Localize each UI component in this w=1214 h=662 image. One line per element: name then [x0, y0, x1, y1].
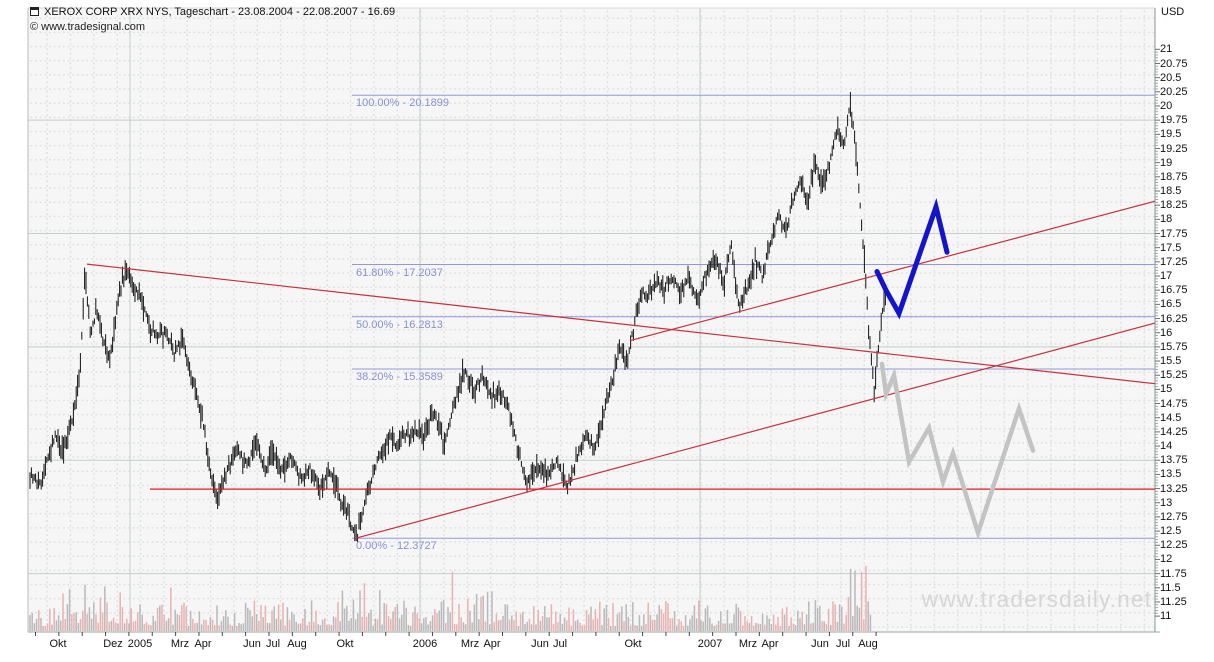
fib-label: 38.20% - 15.3589 — [356, 371, 443, 383]
trendline-channel-lower — [354, 322, 1156, 540]
y-axis-label: 17.25 — [1160, 255, 1188, 268]
y-axis-label: 12.25 — [1160, 539, 1188, 552]
window-icon — [30, 7, 39, 16]
y-axis-label: 18.5 — [1160, 185, 1182, 197]
y-axis-label: 19.75 — [1160, 114, 1188, 127]
x-axis-label: Okt — [49, 638, 67, 650]
y-axis-label: 17 — [1160, 270, 1173, 282]
fib-label: 0.00% - 12.3727 — [356, 540, 437, 553]
x-axis-label: 2005 — [127, 638, 153, 650]
trendline-down-resistance — [86, 263, 1156, 385]
y-axis-label: 12 — [1160, 553, 1173, 566]
x-axis-label: Okt — [336, 638, 354, 650]
y-axis-label: 11.5 — [1160, 581, 1181, 594]
chart-title: XEROX CORP XRX NYS, Tageschart - 23.08.2… — [44, 6, 396, 18]
x-axis-label: Jul — [552, 638, 568, 650]
y-axis-label: 19 — [1160, 156, 1173, 169]
y-axis-label: 17.5 — [1160, 241, 1182, 254]
x-axis-label: Mrz — [170, 638, 190, 650]
x-axis-label: Jun — [811, 638, 829, 650]
currency-label: USD — [1161, 6, 1185, 18]
x-axis-label: Apr — [761, 638, 779, 650]
source-credit: © www.tradesignal.com — [30, 21, 146, 33]
y-axis-label: 13.25 — [1160, 482, 1188, 495]
y-axis-label: 15 — [1160, 383, 1173, 396]
x-axis-label: Jun — [531, 638, 549, 650]
y-axis-label: 20 — [1160, 100, 1173, 112]
y-axis-label: 15.5 — [1160, 355, 1182, 367]
y-axis-label: 11 — [1160, 610, 1172, 623]
y-axis-label: 16.25 — [1160, 312, 1188, 325]
y-axis-label: 20.75 — [1160, 57, 1188, 70]
fib-label: 100.00% - 20.1899 — [356, 97, 449, 110]
y-axis-label: 16.5 — [1160, 298, 1182, 311]
y-axis-label: 13.75 — [1160, 454, 1188, 467]
y-axis-label: 16 — [1160, 326, 1173, 339]
x-axis-label: Mrz — [460, 638, 480, 650]
fib-label: 50.00% - 16.2813 — [356, 318, 443, 331]
x-axis-label: 2007 — [697, 638, 723, 650]
bearish-projection-zigzag — [879, 361, 1036, 541]
y-axis-label: 16.75 — [1160, 284, 1188, 297]
y-axis-label: 14.5 — [1160, 411, 1182, 424]
x-axis-label: Dez — [103, 638, 123, 650]
chart-title-row: XEROX CORP XRX NYS, Tageschart - 23.08.2… — [30, 6, 395, 18]
y-axis-label: 21 — [1160, 43, 1173, 56]
x-axis-label: 2006 — [412, 638, 438, 650]
trendline-channel-upper — [629, 200, 1156, 342]
x-axis-label: Aug — [287, 638, 307, 650]
y-axis-label: 13 — [1160, 496, 1173, 509]
watermark: www.tradersdaily.net — [921, 586, 1152, 612]
y-axis-label: 17.75 — [1160, 227, 1188, 240]
chart-plot-area[interactable] — [28, 8, 1155, 632]
y-axis-label: 14.75 — [1160, 397, 1188, 410]
x-axis-label: Apr — [194, 638, 212, 650]
x-axis-label: Jul — [835, 638, 851, 650]
y-axis-label: 18 — [1160, 213, 1173, 226]
x-axis-label: Apr — [483, 638, 501, 650]
x-axis-label: Jun — [243, 638, 261, 650]
y-axis-label: 18.25 — [1160, 199, 1188, 212]
y-axis-label: 19.25 — [1160, 142, 1188, 155]
y-axis-label: 15.75 — [1160, 340, 1188, 353]
y-axis-label: 20.25 — [1160, 85, 1188, 98]
y-axis-label: 13.5 — [1160, 468, 1182, 481]
y-axis-label: 14 — [1160, 440, 1173, 453]
y-axis-label: 14.25 — [1160, 425, 1188, 438]
x-axis-label: Mrz — [738, 638, 758, 650]
fib-label: 61.80% - 17.2037 — [356, 266, 443, 279]
y-axis-label: 11.25 — [1160, 595, 1187, 608]
bullish-projection-zigzag — [874, 198, 950, 320]
y-axis-label: 11.75 — [1160, 567, 1187, 580]
y-axis-label: 20.5 — [1160, 71, 1182, 84]
y-axis-label: 12.5 — [1160, 525, 1182, 538]
y-axis-label: 12.75 — [1160, 510, 1188, 523]
y-axis-label: 18.75 — [1160, 170, 1188, 183]
x-axis-label: Aug — [858, 638, 878, 650]
x-axis-label: Okt — [624, 638, 642, 650]
y-axis-label: 15.25 — [1160, 369, 1188, 382]
x-axis-label: Jul — [265, 638, 281, 650]
y-axis-label: 19.5 — [1160, 128, 1182, 141]
